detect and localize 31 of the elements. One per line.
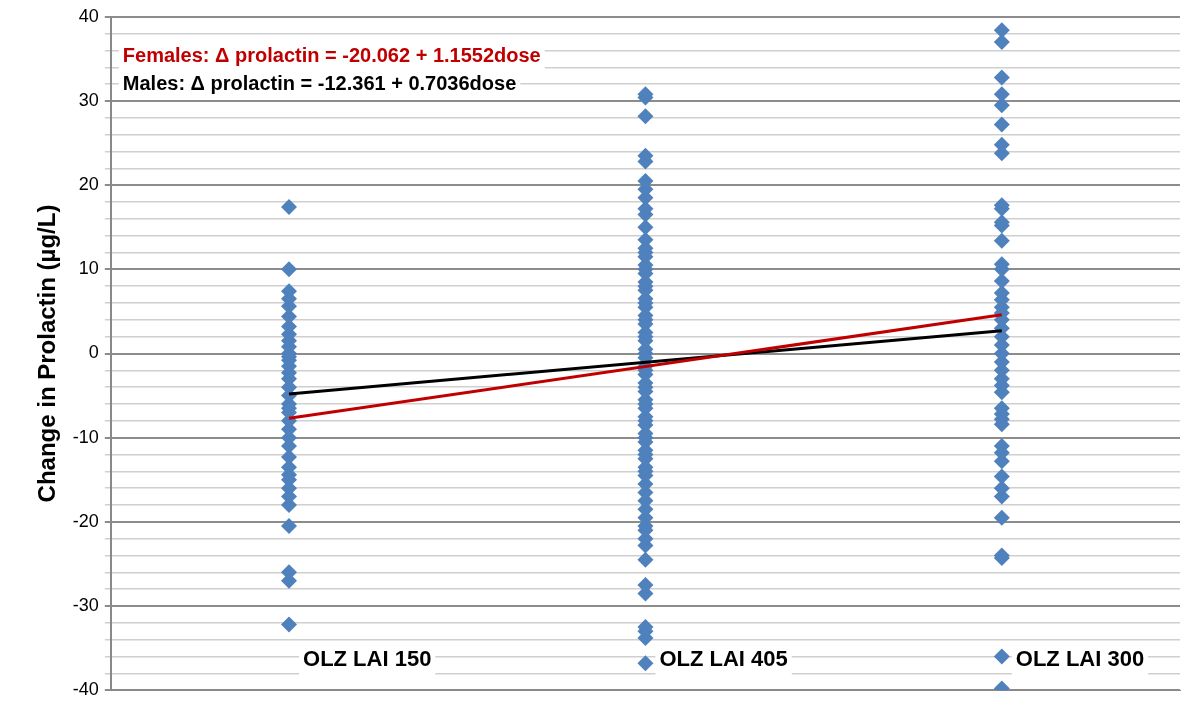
y-tick-label: -40	[72, 679, 99, 700]
point	[993, 116, 1010, 133]
point	[993, 34, 1010, 51]
text: Males: Δ prolactin = -12.361 + 0.7036dose	[122, 72, 517, 95]
point	[637, 551, 654, 568]
point	[637, 219, 654, 236]
y-tick-label: 40	[78, 5, 99, 26]
point	[637, 655, 654, 672]
point	[281, 518, 298, 535]
annotation: OLZ LAI 405	[659, 646, 788, 672]
point	[993, 509, 1010, 526]
point	[993, 232, 1010, 249]
annotation: OLZ LAI 150	[303, 646, 432, 672]
annotation: OLZ LAI 300	[1015, 646, 1145, 672]
point	[993, 22, 1010, 39]
point	[993, 468, 1010, 485]
y-tick-label: -20	[72, 510, 99, 531]
y-tick-label: 10	[78, 258, 99, 279]
point	[281, 616, 298, 633]
point	[993, 648, 1010, 665]
point	[993, 69, 1010, 86]
text: Females: Δ prolactin = -20.062 + 1.1552dose	[122, 44, 541, 67]
point	[637, 108, 654, 125]
point	[281, 261, 298, 278]
y-tick-label: -10	[72, 426, 99, 447]
y-tick-label: 30	[78, 89, 99, 110]
point	[281, 199, 298, 216]
y-tick-label: 0	[88, 342, 99, 363]
y-tick-label: -30	[72, 594, 99, 615]
y-tick-label: 20	[78, 174, 99, 195]
y-axis-title: Change in Prolactin (µg/L)	[33, 204, 61, 503]
